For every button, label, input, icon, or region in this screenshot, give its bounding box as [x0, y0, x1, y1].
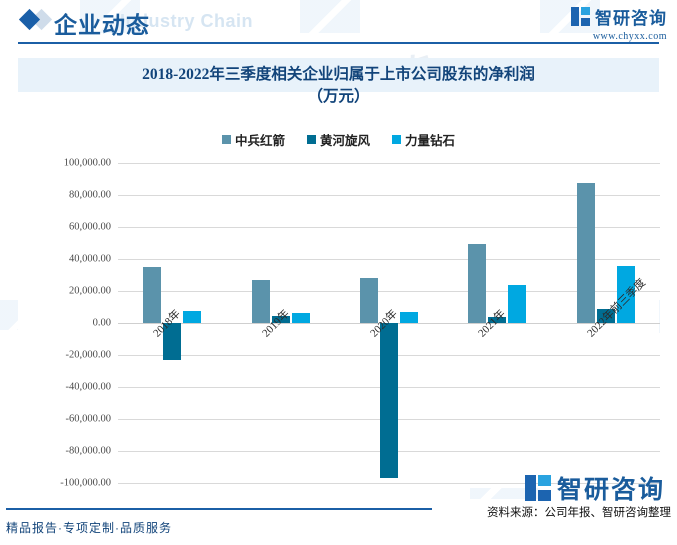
chart-plot-area: 100,000.00 80,000.00 60,000.00 40,000.00 20,… — [60, 158, 660, 489]
page-title: 企业动态 — [54, 12, 150, 38]
y-axis-tick-label: 80,000.00 — [69, 189, 111, 201]
bar-中兵红箭-2019年[interactable] — [251, 280, 270, 323]
chart-title-line1: 2018-2022年三季度相关企业归属于上市公司股东的净利润 — [142, 66, 535, 83]
legend-label: 黄河旋风 — [319, 134, 370, 148]
y-axis-tick-label: -20,000.00 — [65, 349, 112, 361]
y-axis-tick-label: 0.00 — [92, 317, 111, 329]
bar-group-3 — [360, 163, 418, 483]
footer-logo: 智研咨询 — [524, 470, 665, 506]
footer-logo-name: 智研咨询 — [556, 476, 665, 504]
bar-力量钻石-2020年[interactable] — [400, 311, 418, 323]
y-axis-tick-label: 40,000.00 — [69, 253, 111, 265]
gridline — [118, 259, 660, 260]
header-divider — [18, 42, 659, 44]
bar-力量钻石-2018年[interactable] — [183, 311, 202, 323]
brand-name: 智研咨询 — [595, 9, 667, 28]
footer-slogan: 精品报告·专项定制·品质服务 — [6, 521, 172, 535]
bar-中兵红箭-2020年[interactable] — [360, 277, 378, 323]
bar-group-1 — [143, 163, 202, 483]
legend-swatch-icon — [392, 135, 401, 144]
footer-divider — [6, 508, 432, 510]
gridline — [118, 195, 660, 196]
y-axis-tick-label: -40,000.00 — [65, 381, 112, 393]
chart-legend: 中兵红箭 黄河旋风 力量钻石 — [18, 130, 659, 149]
bar-group-2 — [251, 163, 310, 483]
bar-中兵红箭-2021年[interactable] — [468, 243, 487, 323]
legend-item-2[interactable]: 黄河旋风 — [306, 130, 370, 149]
legend-item-3[interactable]: 力量钻石 — [392, 130, 455, 149]
legend-label: 力量钻石 — [405, 134, 456, 148]
zhiyan-logo-icon — [571, 7, 590, 26]
y-axis-tick-label: -80,000.00 — [65, 445, 112, 457]
legend-item-1[interactable]: 中兵红箭 — [221, 130, 285, 149]
gridline — [118, 227, 660, 228]
bar-黄河旋风-2018年[interactable] — [163, 323, 182, 360]
bar-中兵红箭-2018年[interactable] — [143, 266, 162, 323]
chart-title-band — [18, 58, 659, 92]
y-axis-tick-label: 20,000.00 — [69, 285, 111, 297]
legend-swatch-icon — [306, 135, 316, 144]
gridline — [118, 483, 660, 484]
data-source-note: 资料来源：公司年报、智研咨询整理 — [487, 507, 671, 519]
chart-title: 2018-2022年三季度相关企业归属于上市公司股东的净利润 （万元） — [18, 64, 659, 108]
bar-力量钻石-2019年[interactable] — [291, 312, 310, 323]
header-watermark-text: Industry Chain — [120, 11, 254, 31]
chart-title-line2: （万元） — [307, 88, 370, 105]
bar-黄河旋风-2020年[interactable] — [380, 323, 398, 479]
zhiyan-logo-icon-footer — [524, 475, 551, 501]
bar-group-4 — [468, 163, 527, 483]
bar-中兵红箭-2022年前三季度[interactable] — [576, 182, 595, 323]
gridline — [118, 291, 660, 292]
brand-block: 智研咨询 www.chyxx.com — [571, 4, 667, 42]
y-axis-tick-label: 100,000.00 — [63, 157, 111, 169]
gridline — [118, 163, 660, 164]
bar-黄河旋风-2021年[interactable] — [488, 316, 507, 323]
chart-card: 2018-2022年三季度相关企业归属于上市公司股东的净利润 （万元） 中兵红箭… — [18, 58, 660, 489]
bar-力量钻石-2021年[interactable] — [508, 284, 527, 323]
brand-url: www.chyxx.com — [592, 31, 667, 42]
legend-swatch-icon — [221, 135, 231, 144]
y-axis-tick-label: -60,000.00 — [65, 413, 112, 425]
legend-label: 中兵红箭 — [234, 134, 285, 148]
y-axis-tick-label: -100,000.00 — [60, 477, 111, 489]
y-axis-tick-label: 60,000.00 — [69, 221, 111, 233]
bar-黄河旋风-2019年[interactable] — [271, 316, 290, 323]
